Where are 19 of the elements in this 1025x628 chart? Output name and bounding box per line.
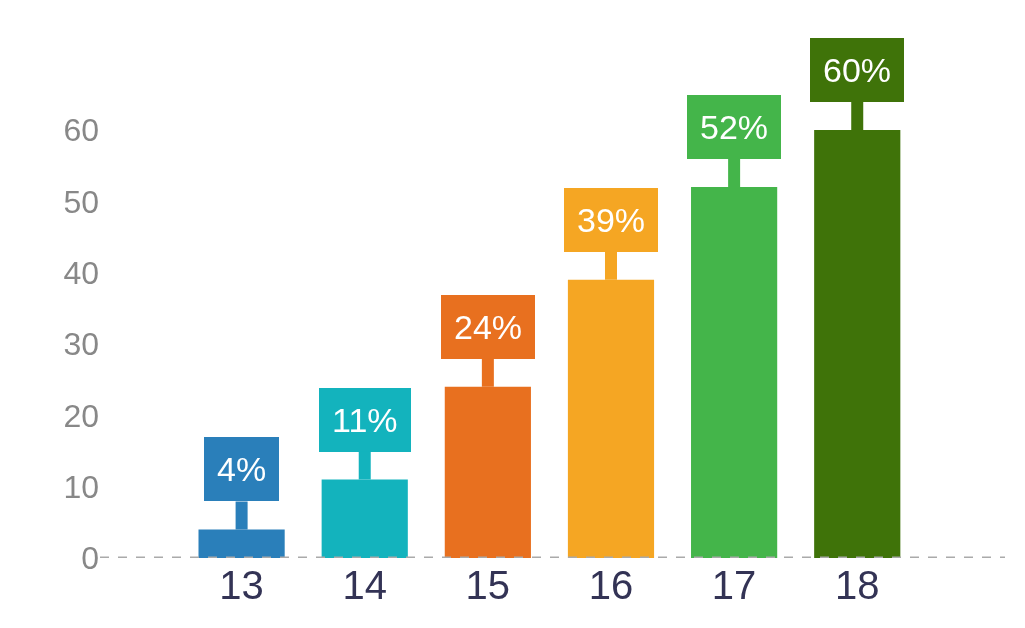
y-tick-label: 50 <box>63 183 99 220</box>
x-tick-label: 17 <box>711 563 757 607</box>
x-tick-label: 13 <box>219 563 264 607</box>
x-tick-label: 14 <box>342 563 387 607</box>
y-tick-label: 60 <box>63 112 99 149</box>
data-label: 52% <box>700 108 769 146</box>
data-label: 11% <box>332 401 398 439</box>
y-tick-label: 20 <box>63 397 99 434</box>
data-label: 60% <box>823 51 892 89</box>
x-tick-label: 15 <box>465 563 511 607</box>
x-tick-label: 18 <box>834 563 880 607</box>
y-tick-label: 10 <box>63 468 99 505</box>
data-label: 24% <box>454 308 523 346</box>
y-tick-label: 30 <box>63 326 99 363</box>
data-label: 4% <box>217 450 267 488</box>
x-tick-label: 16 <box>588 563 634 607</box>
data-label: 39% <box>577 201 646 239</box>
y-tick-label: 0 <box>81 540 99 577</box>
y-tick-label: 40 <box>63 254 99 291</box>
